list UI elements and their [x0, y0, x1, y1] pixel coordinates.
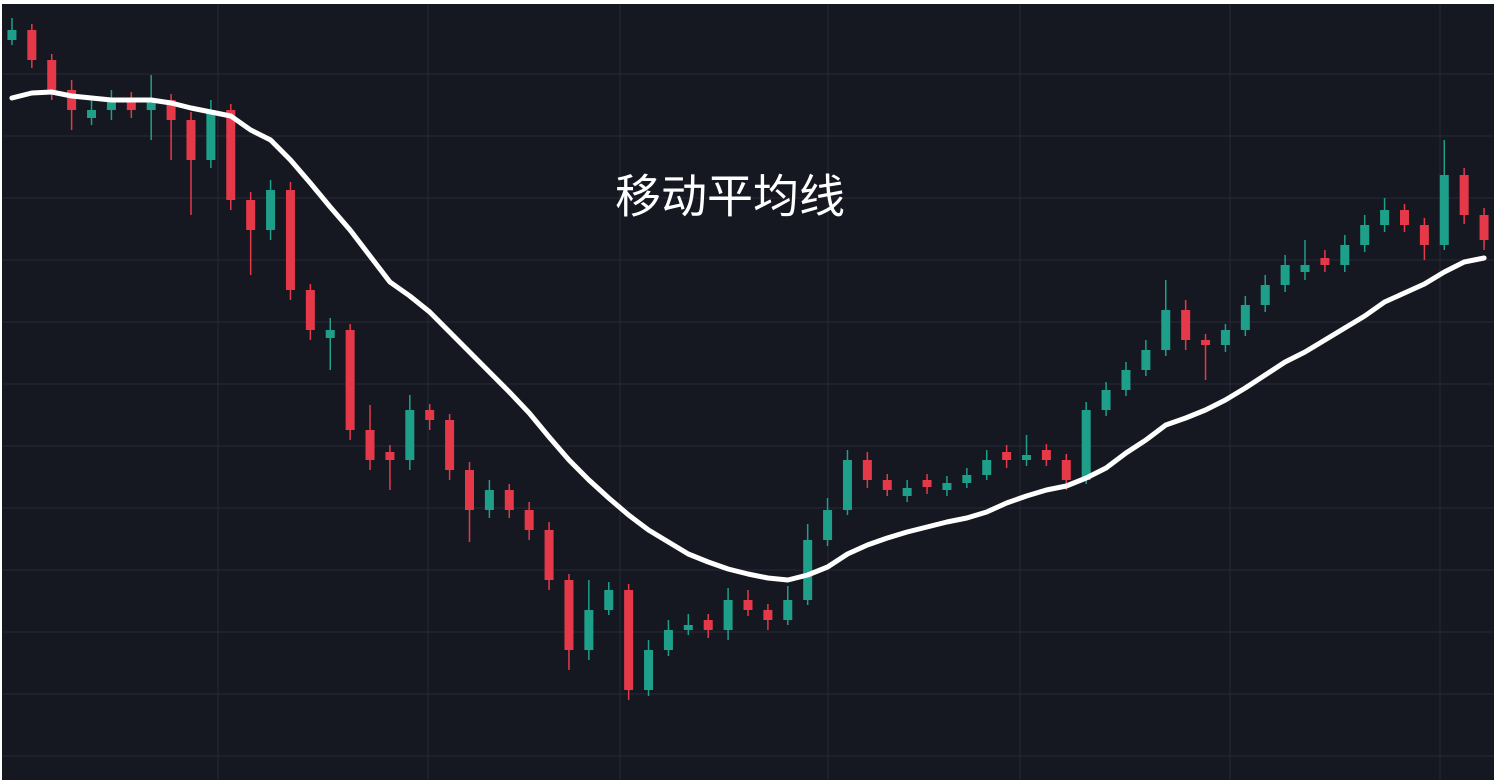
candle-body	[1439, 175, 1449, 245]
candle-body	[783, 600, 793, 620]
candle-body	[763, 610, 773, 620]
candle-body	[624, 590, 634, 690]
candle-body	[1380, 210, 1390, 225]
candle-body	[1280, 265, 1290, 285]
chart-title: 移动平均线	[615, 170, 845, 224]
candle-body	[683, 625, 693, 630]
candle-body	[1022, 455, 1032, 460]
candle-body	[1419, 225, 1429, 245]
candle-body	[1061, 460, 1071, 480]
candle-body	[7, 30, 17, 40]
candle-body	[902, 488, 912, 496]
candle-body	[246, 200, 256, 230]
candle-body	[226, 110, 236, 200]
candle-body	[126, 100, 136, 110]
candle-body	[1360, 225, 1370, 245]
candle-body	[842, 460, 852, 510]
candle-body	[524, 510, 534, 530]
candle-body	[345, 330, 355, 430]
candle-body	[405, 410, 415, 460]
candle-body	[285, 190, 295, 290]
candle-body	[47, 60, 57, 90]
candle-body	[882, 480, 892, 490]
candle-body	[1121, 370, 1131, 390]
candle-body	[325, 330, 335, 338]
candle-body	[106, 100, 116, 110]
candle-body	[1399, 210, 1409, 225]
candle-body	[1220, 330, 1230, 345]
candle-body	[982, 460, 992, 475]
candle-body	[1181, 310, 1191, 340]
candle-body	[584, 610, 594, 650]
candle-body	[266, 190, 276, 230]
candle-body	[504, 490, 514, 510]
candle-body	[1300, 265, 1310, 272]
candle-body	[1240, 305, 1250, 330]
candle-body	[1081, 410, 1091, 480]
moving-average-line	[9, 89, 1487, 583]
candle-body	[703, 620, 713, 630]
candle-body	[942, 483, 952, 490]
candle-body	[425, 410, 435, 420]
candle-body	[1161, 310, 1171, 350]
candle-body	[385, 452, 395, 460]
candle-body	[27, 30, 37, 60]
candle-body	[644, 650, 654, 690]
vertical-grid	[217, 4, 1441, 780]
candle-body	[862, 460, 872, 480]
candle-body	[464, 470, 474, 510]
candle-body	[305, 290, 315, 330]
candle-body	[146, 100, 156, 110]
candle-body	[1141, 350, 1151, 370]
candle-body	[823, 510, 833, 540]
candle-body	[604, 590, 614, 610]
candle-body	[186, 120, 196, 160]
candle-body	[1479, 215, 1489, 240]
candle-body	[484, 490, 494, 510]
candle-body	[87, 110, 97, 118]
candle-body	[663, 630, 673, 650]
candle-body	[1260, 285, 1270, 305]
candle-body	[166, 100, 176, 120]
candle-body	[365, 430, 375, 460]
candle-body	[1041, 450, 1051, 460]
candle-body	[1201, 340, 1211, 345]
candle-body	[962, 475, 972, 483]
candle-body	[723, 600, 733, 630]
candle-body	[803, 540, 813, 600]
candle-body	[1101, 390, 1111, 410]
candle-body	[922, 480, 932, 487]
candle-body	[1002, 452, 1012, 460]
candle-body	[206, 110, 216, 160]
candle-body	[743, 600, 753, 610]
candle-body	[445, 420, 455, 470]
candle-body	[564, 580, 574, 650]
candle-body	[544, 530, 554, 580]
candle-body	[1459, 175, 1469, 215]
chart-background	[2, 4, 1494, 780]
plot	[2, 18, 1494, 757]
candle-body	[1320, 258, 1330, 265]
candle-body	[67, 90, 77, 110]
candle-body	[1340, 245, 1350, 265]
